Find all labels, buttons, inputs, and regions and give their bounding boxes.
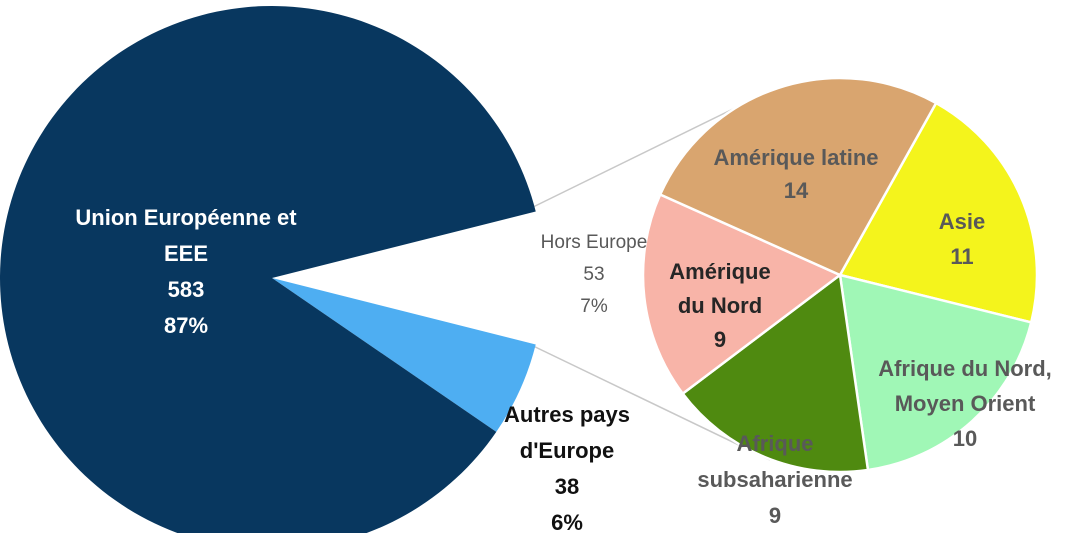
label-line: 87% (163, 313, 209, 338)
label-line: 6% (551, 510, 583, 533)
label-line: 14 (783, 177, 809, 203)
label-line: Amérique latine (713, 144, 879, 170)
pie-slice (658, 76, 938, 277)
pie-slice (680, 272, 870, 474)
label-line: Autres pays d'Europe (504, 402, 630, 463)
slice-label: Hors Europe 53 7% (539, 227, 649, 323)
slice-label: Amérique du Nord 9 (655, 255, 785, 357)
pie-slice (641, 192, 843, 396)
pie-slice (838, 101, 1039, 324)
label-line: 11 (950, 243, 974, 269)
label-line: Union Européenne et EEE (75, 205, 297, 266)
label-line: 9 (768, 503, 782, 528)
label-line: 10 (952, 425, 978, 451)
label-line: Hors Europe (540, 232, 648, 253)
label-line: Afrique subsaharienne (697, 431, 853, 492)
pie-slice (272, 211, 544, 345)
slice-label: Afrique du Nord, Moyen Orient 10 (855, 351, 1069, 456)
label-line: 7% (580, 296, 608, 317)
pie-slice (0, 6, 536, 533)
label-line: 53 (583, 264, 605, 285)
label-line: 38 (554, 474, 580, 499)
label-line: 583 (167, 277, 205, 302)
connector-line (526, 107, 736, 211)
slice-label: Union Européenne et EEE 583 87% (56, 200, 316, 344)
connector-line (526, 342, 771, 461)
slice-label: Afrique subsaharienne 9 (675, 426, 875, 533)
label-line: 9 (713, 327, 727, 352)
label-line: Amérique du Nord (669, 259, 771, 318)
slice-label: Asie 11 (902, 204, 1022, 274)
pie-slice (272, 278, 536, 432)
label-line: Asie (938, 208, 986, 234)
slice-label: Autres pays d'Europe 38 6% (487, 397, 647, 533)
label-line: Afrique du Nord, Moyen Orient (878, 355, 1052, 416)
slice-label: Amérique latine 14 (686, 141, 906, 207)
pie-slice (838, 273, 1033, 472)
